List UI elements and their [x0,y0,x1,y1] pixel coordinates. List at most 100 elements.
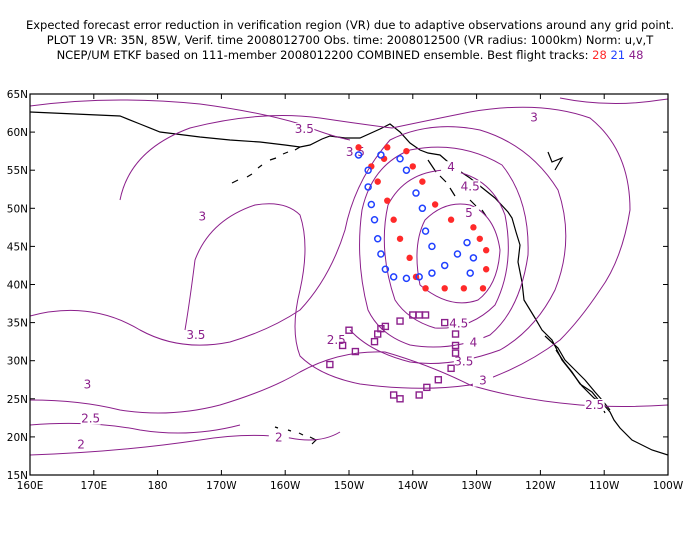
lon-label: 100W [653,480,684,492]
contour-label: 3.5 [454,355,473,369]
purple-track-point [326,360,334,369]
contour-label-bg [584,398,605,411]
purple-track-point [451,330,460,338]
blue-track-point [364,166,372,174]
map-title-line-1: Expected forecast error reduction in ver… [25,18,675,32]
red-track-point [384,144,391,151]
map-title-line-3: NCEP/UM ETKF based on 111-member 2008012… [0,48,700,62]
contour-2.5-lower [30,422,241,434]
blue-track-point [389,273,398,281]
red-track-point [470,224,477,231]
purple-track-point [423,383,431,392]
red-track-point [431,201,439,208]
contour-2 [30,431,341,456]
lon-label: 180 [148,480,168,492]
contour-label-bg [185,328,206,341]
contour-label-bg [524,111,545,124]
red-track-point [403,147,410,155]
purple-track-point [447,364,455,373]
lat-label: 25N [7,394,28,406]
contour-label-bg [448,317,469,330]
contour-label: 2 [275,431,283,445]
blue-track-point [370,215,379,224]
red-track-point [479,285,487,292]
lon-label: 170W [206,480,237,492]
red-track-point [422,285,429,292]
contour-label-bg [472,374,493,387]
lat-label: 15N [7,470,28,482]
red-track-point [396,235,404,242]
blue-track-point [428,242,436,251]
contour-label-bg [294,123,315,136]
contour-label: 2.5 [81,412,100,426]
blue-track-point [377,250,385,258]
purple-track-point [377,324,385,333]
track-count-blue: 21 [610,48,626,62]
red-track-point [476,235,483,242]
flight-tracks [326,144,490,403]
red-track-point [419,178,426,185]
lat-label: 45N [7,241,28,253]
purple-track-point [351,347,360,356]
title-line3-prefix: NCEP/UM ETKF based on 111-member 2008012… [56,48,589,62]
lon-label: 120W [525,480,556,492]
contour-label-bg [326,334,347,347]
right-edge-feature [689,300,692,345]
blue-track-point [364,183,372,191]
contour-4 [359,146,529,348]
lon-label: 160W [270,480,301,492]
lat-label: 35N [7,318,28,330]
contour-label-bg [80,412,101,425]
red-track-point [409,163,416,170]
lon-label: 160E [17,480,44,492]
blue-track-point [418,204,427,213]
red-track-point [374,178,381,185]
contour-label: 3.5 [295,122,314,136]
contour-4.5 [383,169,509,329]
contour-3-top-right [559,97,668,105]
red-track-point [482,266,490,273]
purple-track-point [345,326,353,334]
contour-label-bg [463,336,484,349]
contour-label-bg [77,378,98,391]
red-track-point [390,216,397,223]
red-track-point [460,285,468,292]
blue-track-point [373,235,382,243]
track-count-purple: 48 [628,48,644,62]
purple-track-point [451,341,460,350]
blue-track-point [354,151,363,159]
track-count-red: 28 [592,48,607,62]
hudson-coast-fragment [547,151,564,171]
blue-track-point [469,254,478,262]
lat-label: 50N [7,203,28,215]
map-title-line-2: PLOT 19 VR: 35N, 85W, Verif. time 200801… [46,33,654,47]
contour-label: 3 [479,374,487,388]
lat-label: 20N [7,432,28,444]
contour-3.5-main [30,126,567,364]
contour-2.5 [30,351,668,414]
panhandle-islands [427,159,487,217]
blue-track-point [412,189,420,197]
red-track-point [384,197,391,204]
contour-label: 3.5 [186,328,205,342]
contour-label: 3 [198,210,206,224]
blue-track-point [421,227,430,235]
red-track-point [482,247,490,254]
contour-layer [30,97,668,456]
aleutian-islands [231,146,301,184]
contour-label-bg [71,438,92,451]
blue-track-point [463,238,471,247]
purple-track-point [381,322,390,331]
blue-track-point [367,200,376,209]
purple-track-point [396,317,404,325]
contour-label-bg [441,161,462,174]
purple-track-point [421,311,430,319]
contour-label-bg [458,206,479,219]
mexico-coastline [544,335,611,411]
contour-label: 4 [470,335,478,349]
blue-track-point [440,261,449,270]
blue-track-point [428,269,436,277]
